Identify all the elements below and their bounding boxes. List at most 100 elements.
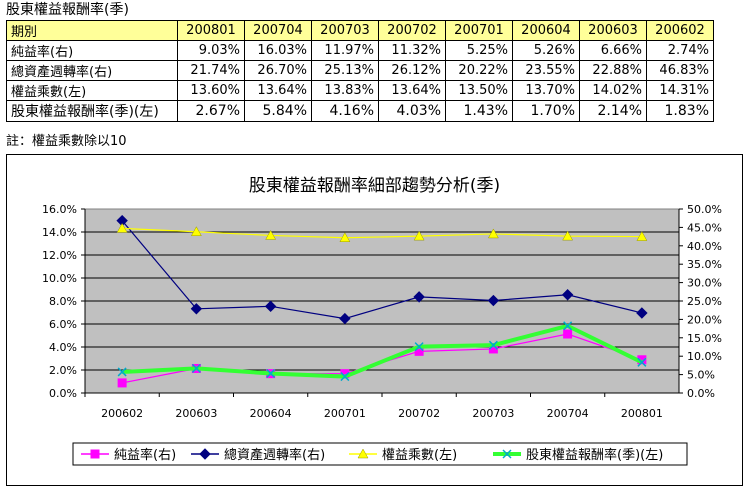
table-note: 註：權益乘數除以10 <box>6 134 127 149</box>
data-point-2 <box>487 294 500 307</box>
header-cell-period: 200703 <box>311 20 379 41</box>
data-point-2 <box>413 291 425 303</box>
left-tick-label: 4.0% <box>49 341 77 354</box>
right-tick-label: 25.0% <box>687 295 722 308</box>
table-cell: 2.74% <box>646 40 714 61</box>
table-cell: 23.55% <box>512 60 580 81</box>
left-tick-label: 16.0% <box>42 203 77 216</box>
data-point-3 <box>116 222 128 233</box>
table-cell: 11.32% <box>378 40 446 61</box>
x-tick-label: 200602 <box>101 407 143 420</box>
table-cell: 13.64% <box>244 80 312 101</box>
legend-label: 總資產週轉率(右) <box>224 447 325 463</box>
table-cell: 21.74% <box>177 60 245 81</box>
table-cell: 5.84% <box>244 100 312 122</box>
data-point-3 <box>413 230 425 241</box>
table-cell: 1.83% <box>646 100 714 122</box>
right-tick-label: 40.0% <box>687 240 722 253</box>
header-cell-period: 200603 <box>579 20 647 41</box>
right-tick-label: 45.0% <box>687 221 722 234</box>
roe-trend-chart: 股東權益報酬率細部趨勢分析(季) 0.0% 2.0% 4.0% 6.0% 8.0% 10.0… <box>42 176 722 466</box>
table-cell: 2.14% <box>579 100 647 122</box>
x-tick-label: 200604 <box>250 407 292 420</box>
table-cell: 5.26% <box>512 40 580 61</box>
table-cell: 13.60% <box>177 80 245 101</box>
table-cell: 13.70% <box>512 80 580 101</box>
legend <box>72 442 688 466</box>
table-cell: 9.03% <box>177 40 245 61</box>
table-cell: 5.25% <box>445 40 513 61</box>
legend-marker <box>357 448 369 459</box>
table-cell: 13.64% <box>378 80 446 101</box>
right-tick-label: 15.0% <box>687 332 722 345</box>
x-tick-label: 200702 <box>398 407 440 420</box>
header-cell-period: 200602 <box>646 20 714 41</box>
legend-marker <box>90 449 100 459</box>
data-point-4 <box>563 321 573 331</box>
data-point-4 <box>340 372 350 382</box>
legend-label: 純益率(右) <box>114 447 176 463</box>
table-row: 股東權益報酬率(季)(左) 2.67% 5.84% 4.16% 4.03% 1.43% 1.… <box>6 100 714 122</box>
table-cell: 22.88% <box>579 60 647 81</box>
data-point-3 <box>562 230 574 241</box>
header-cell-period: 200701 <box>445 20 513 41</box>
header-cell-period: 200702 <box>378 20 446 41</box>
left-tick-label: 6.0% <box>49 318 77 331</box>
data-point-4 <box>117 367 127 377</box>
table-row: 總資產週轉率(右) 21.74% 26.70% 25.13% 26.12% 20.22% 2… <box>6 60 714 81</box>
table-cell: 25.13% <box>311 60 379 81</box>
table-cell: 14.02% <box>579 80 647 101</box>
series-line-3 <box>122 227 642 239</box>
data-point-3 <box>487 228 499 239</box>
legend-marker <box>502 449 512 459</box>
right-tick-label: 0.0% <box>687 387 715 400</box>
row-label: 總資產週轉率(右) <box>6 60 178 81</box>
data-point-3 <box>265 229 277 240</box>
left-tick-label: 10.0% <box>42 272 77 285</box>
data-point-4 <box>414 342 424 352</box>
series-line-2 <box>121 220 643 320</box>
table-cell: 1.70% <box>512 100 580 122</box>
table-cell: 13.83% <box>311 80 379 101</box>
data-point-4 <box>637 357 647 367</box>
data-point-2 <box>264 300 277 313</box>
data-point-1 <box>117 378 127 388</box>
header-cell-period: 200704 <box>244 20 312 41</box>
right-tick-label: 50.0% <box>687 203 722 216</box>
table-cell: 16.03% <box>244 40 312 61</box>
row-label: 股東權益報酬率(季)(左) <box>6 100 178 122</box>
right-tick-label: 30.0% <box>687 277 722 290</box>
page-title: 股東權益報酬率(季) <box>6 2 129 18</box>
row-label: 權益乘數(左) <box>6 80 178 101</box>
table-header-row: 期別 200801 200704 200703 200702 200701 200604 20… <box>6 20 714 41</box>
legend-label: 股東權益報酬率(季)(左) <box>526 447 663 463</box>
table-cell: 26.70% <box>244 60 312 81</box>
x-tick-label: 200801 <box>621 407 663 420</box>
table-row: 權益乘數(左) 13.60% 13.64% 13.83% 13.64% 13.50% 13.… <box>6 80 714 101</box>
right-tick-label: 5.0% <box>687 369 715 382</box>
data-point-2 <box>561 289 574 301</box>
series-line-4 <box>122 323 643 379</box>
table-cell: 26.12% <box>378 60 446 81</box>
header-cell-period: 200801 <box>177 20 245 41</box>
data-point-3 <box>636 231 648 241</box>
left-tick-label: 14.0% <box>42 226 77 239</box>
data-point-4 <box>266 368 276 378</box>
x-tick-label: 200603 <box>175 407 217 420</box>
table-cell: 11.97% <box>311 40 379 61</box>
row-label: 純益率(右) <box>6 40 178 61</box>
table-cell: 4.03% <box>378 100 446 122</box>
right-tick-label: 20.0% <box>687 313 722 326</box>
legend-marker <box>199 448 211 460</box>
data-point-2 <box>636 307 648 319</box>
table-cell: 20.22% <box>445 60 513 81</box>
table-cell: 1.43% <box>445 100 513 122</box>
left-tick-label: 0.0% <box>49 387 77 400</box>
right-tick-label: 35.0% <box>687 258 722 271</box>
financial-table: 期別 200801 200704 200703 200702 200701 200604 20… <box>6 20 714 122</box>
table-cell: 13.50% <box>445 80 513 101</box>
chart-title: 股東權益報酬率細部趨勢分析(季) <box>249 176 500 196</box>
table-cell: 4.16% <box>311 100 379 122</box>
data-point-3 <box>190 226 202 237</box>
header-cell-period-label: 期別 <box>6 20 178 41</box>
